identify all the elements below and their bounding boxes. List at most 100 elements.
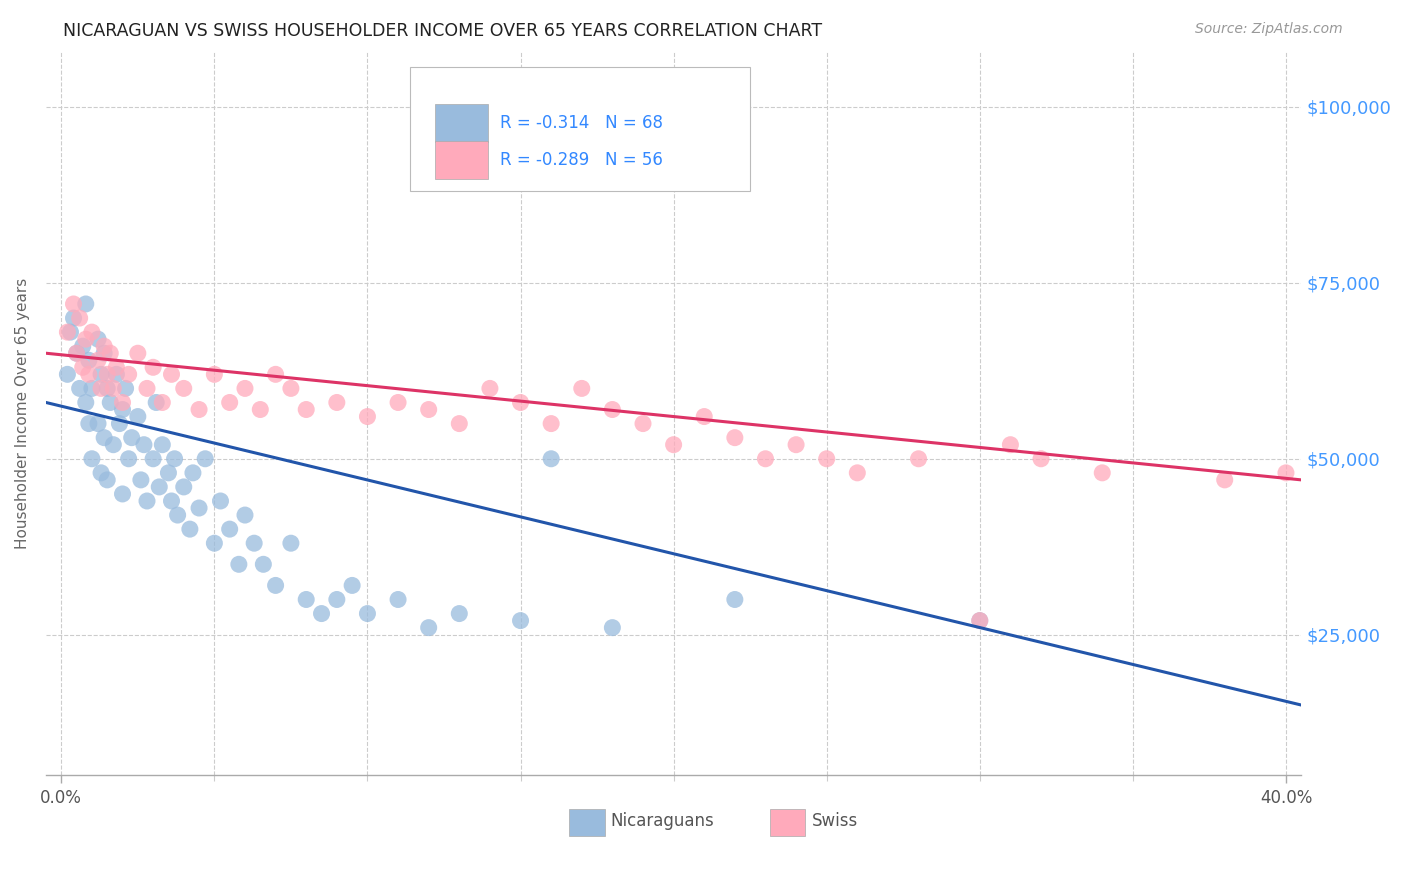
Point — [72, 339, 94, 353]
Point — [117, 368, 139, 382]
Point — [228, 558, 250, 572]
Point — [249, 402, 271, 417]
Point — [96, 473, 118, 487]
Text: Source: ZipAtlas.com: Source: ZipAtlas.com — [1195, 22, 1343, 37]
Point — [111, 395, 134, 409]
Point — [295, 592, 318, 607]
Point — [509, 395, 531, 409]
Point — [1275, 466, 1298, 480]
Point — [356, 607, 378, 621]
Point — [157, 466, 180, 480]
Point — [202, 368, 225, 382]
Point — [280, 536, 302, 550]
Point — [218, 395, 240, 409]
Point — [136, 381, 159, 395]
Point — [77, 417, 100, 431]
FancyBboxPatch shape — [411, 67, 751, 191]
Point — [166, 508, 188, 522]
Point — [179, 522, 201, 536]
Point — [105, 368, 128, 382]
Point — [98, 395, 121, 409]
Point — [75, 297, 97, 311]
Point — [173, 480, 195, 494]
Point — [907, 451, 929, 466]
Point — [326, 592, 349, 607]
Point — [80, 381, 103, 395]
Point — [295, 402, 318, 417]
Point — [114, 381, 136, 395]
Point — [1000, 438, 1022, 452]
Point — [785, 438, 807, 452]
Point — [75, 332, 97, 346]
Point — [80, 451, 103, 466]
Point — [87, 417, 110, 431]
Point — [96, 368, 118, 382]
Point — [449, 417, 471, 431]
Point — [93, 431, 115, 445]
Point — [311, 607, 333, 621]
Point — [540, 451, 562, 466]
Point — [724, 592, 747, 607]
Point — [127, 346, 149, 360]
Point — [77, 353, 100, 368]
Point — [194, 451, 217, 466]
Point — [387, 592, 409, 607]
Point — [127, 409, 149, 424]
Point — [148, 480, 170, 494]
Text: Swiss: Swiss — [811, 813, 858, 830]
Point — [815, 451, 838, 466]
Point — [188, 501, 211, 516]
Point — [111, 487, 134, 501]
Point — [631, 417, 654, 431]
Point — [72, 360, 94, 375]
Point — [264, 368, 287, 382]
FancyBboxPatch shape — [770, 809, 806, 836]
Point — [142, 451, 165, 466]
Point — [602, 402, 624, 417]
Point — [103, 381, 125, 395]
Point — [56, 325, 79, 339]
Point — [724, 431, 747, 445]
Point — [387, 395, 409, 409]
Y-axis label: Householder Income Over 65 years: Householder Income Over 65 years — [15, 277, 30, 549]
Point — [121, 431, 143, 445]
FancyBboxPatch shape — [434, 141, 488, 179]
Point — [662, 438, 685, 452]
Point — [202, 536, 225, 550]
Point — [1213, 473, 1236, 487]
Point — [602, 621, 624, 635]
Point — [105, 360, 128, 375]
Point — [218, 522, 240, 536]
Text: R = -0.289   N = 56: R = -0.289 N = 56 — [501, 151, 664, 169]
Point — [173, 381, 195, 395]
Point — [1029, 451, 1052, 466]
Point — [98, 346, 121, 360]
Point — [209, 494, 232, 508]
Point — [77, 368, 100, 382]
Point — [340, 578, 363, 592]
Point — [90, 466, 112, 480]
Point — [117, 451, 139, 466]
Point — [87, 353, 110, 368]
Point — [418, 621, 440, 635]
Point — [326, 395, 349, 409]
Point — [449, 607, 471, 621]
Point — [108, 417, 131, 431]
Point — [509, 614, 531, 628]
Point — [160, 368, 183, 382]
Point — [129, 473, 152, 487]
Point — [93, 339, 115, 353]
Point — [160, 494, 183, 508]
Point — [75, 395, 97, 409]
Point — [93, 346, 115, 360]
Point — [90, 381, 112, 395]
Point — [163, 451, 186, 466]
Point — [145, 395, 167, 409]
Point — [754, 451, 776, 466]
Point — [846, 466, 869, 480]
Text: NICARAGUAN VS SWISS HOUSEHOLDER INCOME OVER 65 YEARS CORRELATION CHART: NICARAGUAN VS SWISS HOUSEHOLDER INCOME O… — [63, 22, 823, 40]
Point — [65, 346, 87, 360]
Point — [478, 381, 501, 395]
Text: R = -0.314   N = 68: R = -0.314 N = 68 — [501, 114, 664, 132]
Point — [150, 395, 173, 409]
